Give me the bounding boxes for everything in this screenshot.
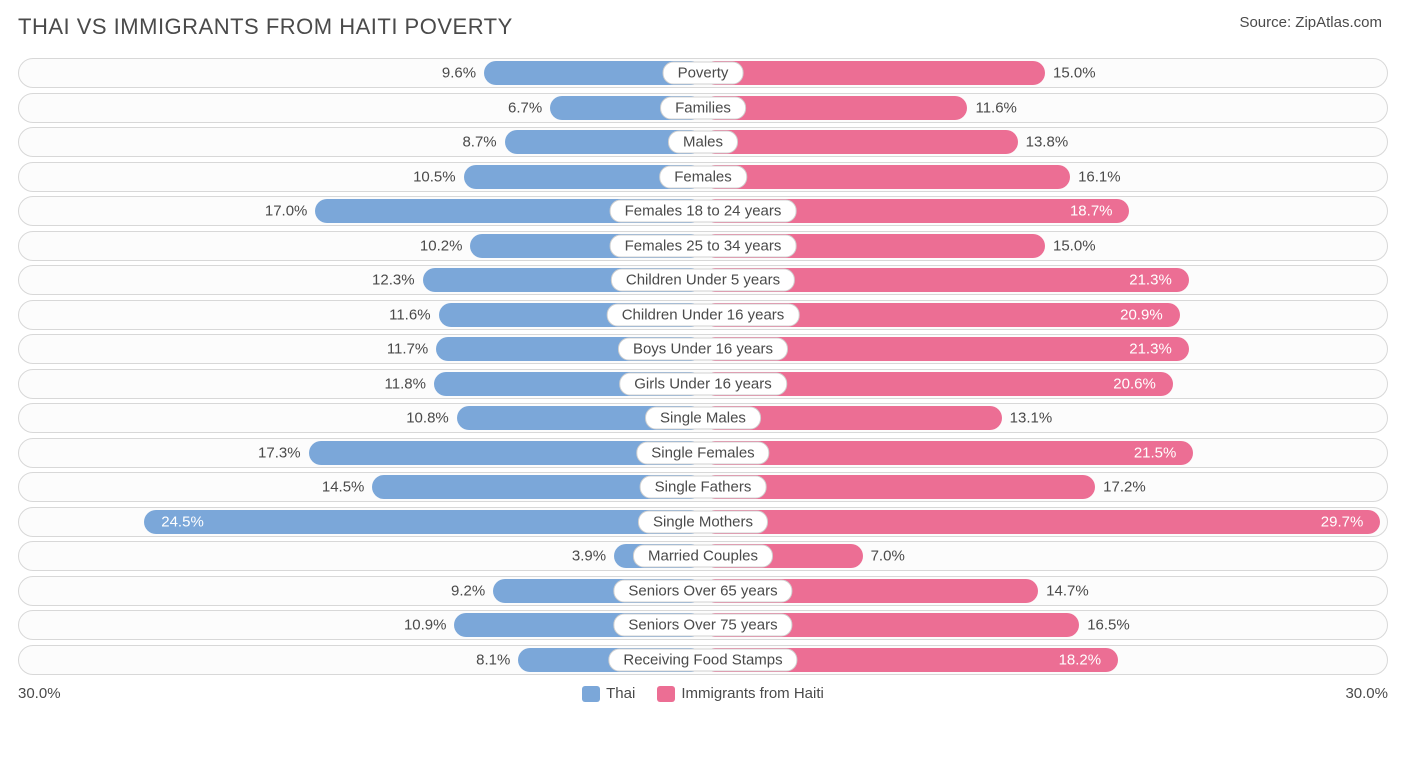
value-label-haiti: 16.5% bbox=[1079, 617, 1130, 634]
value-label-thai: 14.5% bbox=[322, 479, 373, 496]
value-label-thai: 10.5% bbox=[413, 168, 464, 185]
axis-max-left: 30.0% bbox=[18, 685, 61, 702]
bar-haiti bbox=[703, 130, 1018, 154]
value-label-haiti: 13.1% bbox=[1002, 410, 1053, 427]
chart-row: 12.3% 21.3% Children Under 5 years bbox=[18, 265, 1388, 295]
value-label-haiti: 16.1% bbox=[1070, 168, 1121, 185]
value-label-thai: 9.6% bbox=[442, 65, 484, 82]
value-label-haiti: 15.0% bbox=[1045, 237, 1096, 254]
value-label-thai: 11.6% bbox=[389, 306, 438, 323]
bar-haiti bbox=[703, 510, 1380, 534]
category-label: Males bbox=[668, 131, 738, 154]
chart-row: 11.7% 21.3% Boys Under 16 years bbox=[18, 334, 1388, 364]
category-label: Poverty bbox=[663, 62, 744, 85]
value-label-haiti: 18.7% bbox=[1070, 203, 1123, 220]
value-label-thai: 24.5% bbox=[151, 513, 204, 530]
chart-row: 17.3% 21.5% Single Females bbox=[18, 438, 1388, 468]
legend-item-thai: Thai bbox=[582, 685, 635, 702]
axis-max-right: 30.0% bbox=[1345, 685, 1388, 702]
chart-area: 9.6% 15.0% Poverty 6.7% 11.6% Families 8.7% 13.… bbox=[0, 50, 1406, 675]
value-label-haiti: 20.9% bbox=[1120, 306, 1173, 323]
bar-haiti bbox=[703, 441, 1193, 465]
category-label: Females 25 to 34 years bbox=[610, 234, 797, 257]
value-label-thai: 10.9% bbox=[404, 617, 455, 634]
value-label-haiti: 21.5% bbox=[1134, 444, 1187, 461]
chart-row: 9.2% 14.7% Seniors Over 65 years bbox=[18, 576, 1388, 606]
bar-haiti bbox=[703, 165, 1070, 189]
bar-thai bbox=[144, 510, 703, 534]
value-label-thai: 8.7% bbox=[462, 134, 504, 151]
chart-row: 10.5% 16.1% Females bbox=[18, 162, 1388, 192]
category-label: Families bbox=[660, 96, 746, 119]
category-label: Single Males bbox=[645, 407, 761, 430]
chart-row: 11.8% 20.6% Girls Under 16 years bbox=[18, 369, 1388, 399]
category-label: Children Under 5 years bbox=[611, 269, 795, 292]
value-label-haiti: 13.8% bbox=[1018, 134, 1069, 151]
category-label: Single Fathers bbox=[640, 476, 767, 499]
value-label-haiti: 15.0% bbox=[1045, 65, 1096, 82]
value-label-haiti: 21.3% bbox=[1129, 272, 1182, 289]
value-label-thai: 11.8% bbox=[385, 375, 434, 392]
bar-haiti bbox=[703, 61, 1045, 85]
legend-label-haiti: Immigrants from Haiti bbox=[681, 685, 824, 702]
chart-row: 10.8% 13.1% Single Males bbox=[18, 403, 1388, 433]
chart-row: 8.1% 18.2% Receiving Food Stamps bbox=[18, 645, 1388, 675]
chart-row: 14.5% 17.2% Single Fathers bbox=[18, 472, 1388, 502]
value-label-thai: 8.1% bbox=[476, 651, 518, 668]
legend-swatch-thai bbox=[582, 686, 600, 702]
chart-row: 3.9% 7.0% Married Couples bbox=[18, 541, 1388, 571]
chart-row: 10.9% 16.5% Seniors Over 75 years bbox=[18, 610, 1388, 640]
legend-item-haiti: Immigrants from Haiti bbox=[657, 685, 824, 702]
category-label: Boys Under 16 years bbox=[618, 338, 788, 361]
value-label-thai: 9.2% bbox=[451, 582, 493, 599]
legend-swatch-haiti bbox=[657, 686, 675, 702]
value-label-haiti: 29.7% bbox=[1321, 513, 1374, 530]
category-label: Seniors Over 65 years bbox=[613, 579, 792, 602]
chart-row: 10.2% 15.0% Females 25 to 34 years bbox=[18, 231, 1388, 261]
chart-row: 6.7% 11.6% Families bbox=[18, 93, 1388, 123]
value-label-haiti: 21.3% bbox=[1129, 341, 1182, 358]
value-label-haiti: 20.6% bbox=[1113, 375, 1166, 392]
chart-title: THAI VS IMMIGRANTS FROM HAITI POVERTY bbox=[18, 14, 513, 40]
value-label-thai: 6.7% bbox=[508, 99, 550, 116]
value-label-thai: 10.2% bbox=[420, 237, 471, 254]
category-label: Married Couples bbox=[633, 545, 773, 568]
value-label-haiti: 7.0% bbox=[863, 548, 905, 565]
value-label-thai: 3.9% bbox=[572, 548, 614, 565]
value-label-thai: 11.7% bbox=[387, 341, 436, 358]
chart-header: THAI VS IMMIGRANTS FROM HAITI POVERTY So… bbox=[0, 0, 1406, 50]
chart-source: Source: ZipAtlas.com bbox=[1239, 14, 1382, 31]
chart-row: 17.0% 18.7% Females 18 to 24 years bbox=[18, 196, 1388, 226]
value-label-thai: 17.3% bbox=[258, 444, 309, 461]
category-label: Children Under 16 years bbox=[607, 303, 800, 326]
value-label-haiti: 14.7% bbox=[1038, 582, 1089, 599]
value-label-haiti: 18.2% bbox=[1059, 651, 1112, 668]
category-label: Seniors Over 75 years bbox=[613, 614, 792, 637]
category-label: Females 18 to 24 years bbox=[610, 200, 797, 223]
value-label-haiti: 17.2% bbox=[1095, 479, 1146, 496]
category-label: Females bbox=[659, 165, 747, 188]
value-label-haiti: 11.6% bbox=[967, 99, 1016, 116]
value-label-thai: 17.0% bbox=[265, 203, 316, 220]
chart-row: 9.6% 15.0% Poverty bbox=[18, 58, 1388, 88]
category-label: Single Females bbox=[636, 441, 769, 464]
chart-legend: Thai Immigrants from Haiti bbox=[582, 685, 824, 702]
chart-row: 8.7% 13.8% Males bbox=[18, 127, 1388, 157]
value-label-thai: 12.3% bbox=[372, 272, 423, 289]
chart-footer: 30.0% Thai Immigrants from Haiti 30.0% bbox=[0, 679, 1406, 702]
chart-row: 24.5% 29.7% Single Mothers bbox=[18, 507, 1388, 537]
value-label-thai: 10.8% bbox=[406, 410, 457, 427]
chart-row: 11.6% 20.9% Children Under 16 years bbox=[18, 300, 1388, 330]
category-label: Single Mothers bbox=[638, 510, 768, 533]
legend-label-thai: Thai bbox=[606, 685, 635, 702]
category-label: Girls Under 16 years bbox=[619, 372, 787, 395]
category-label: Receiving Food Stamps bbox=[608, 648, 797, 671]
